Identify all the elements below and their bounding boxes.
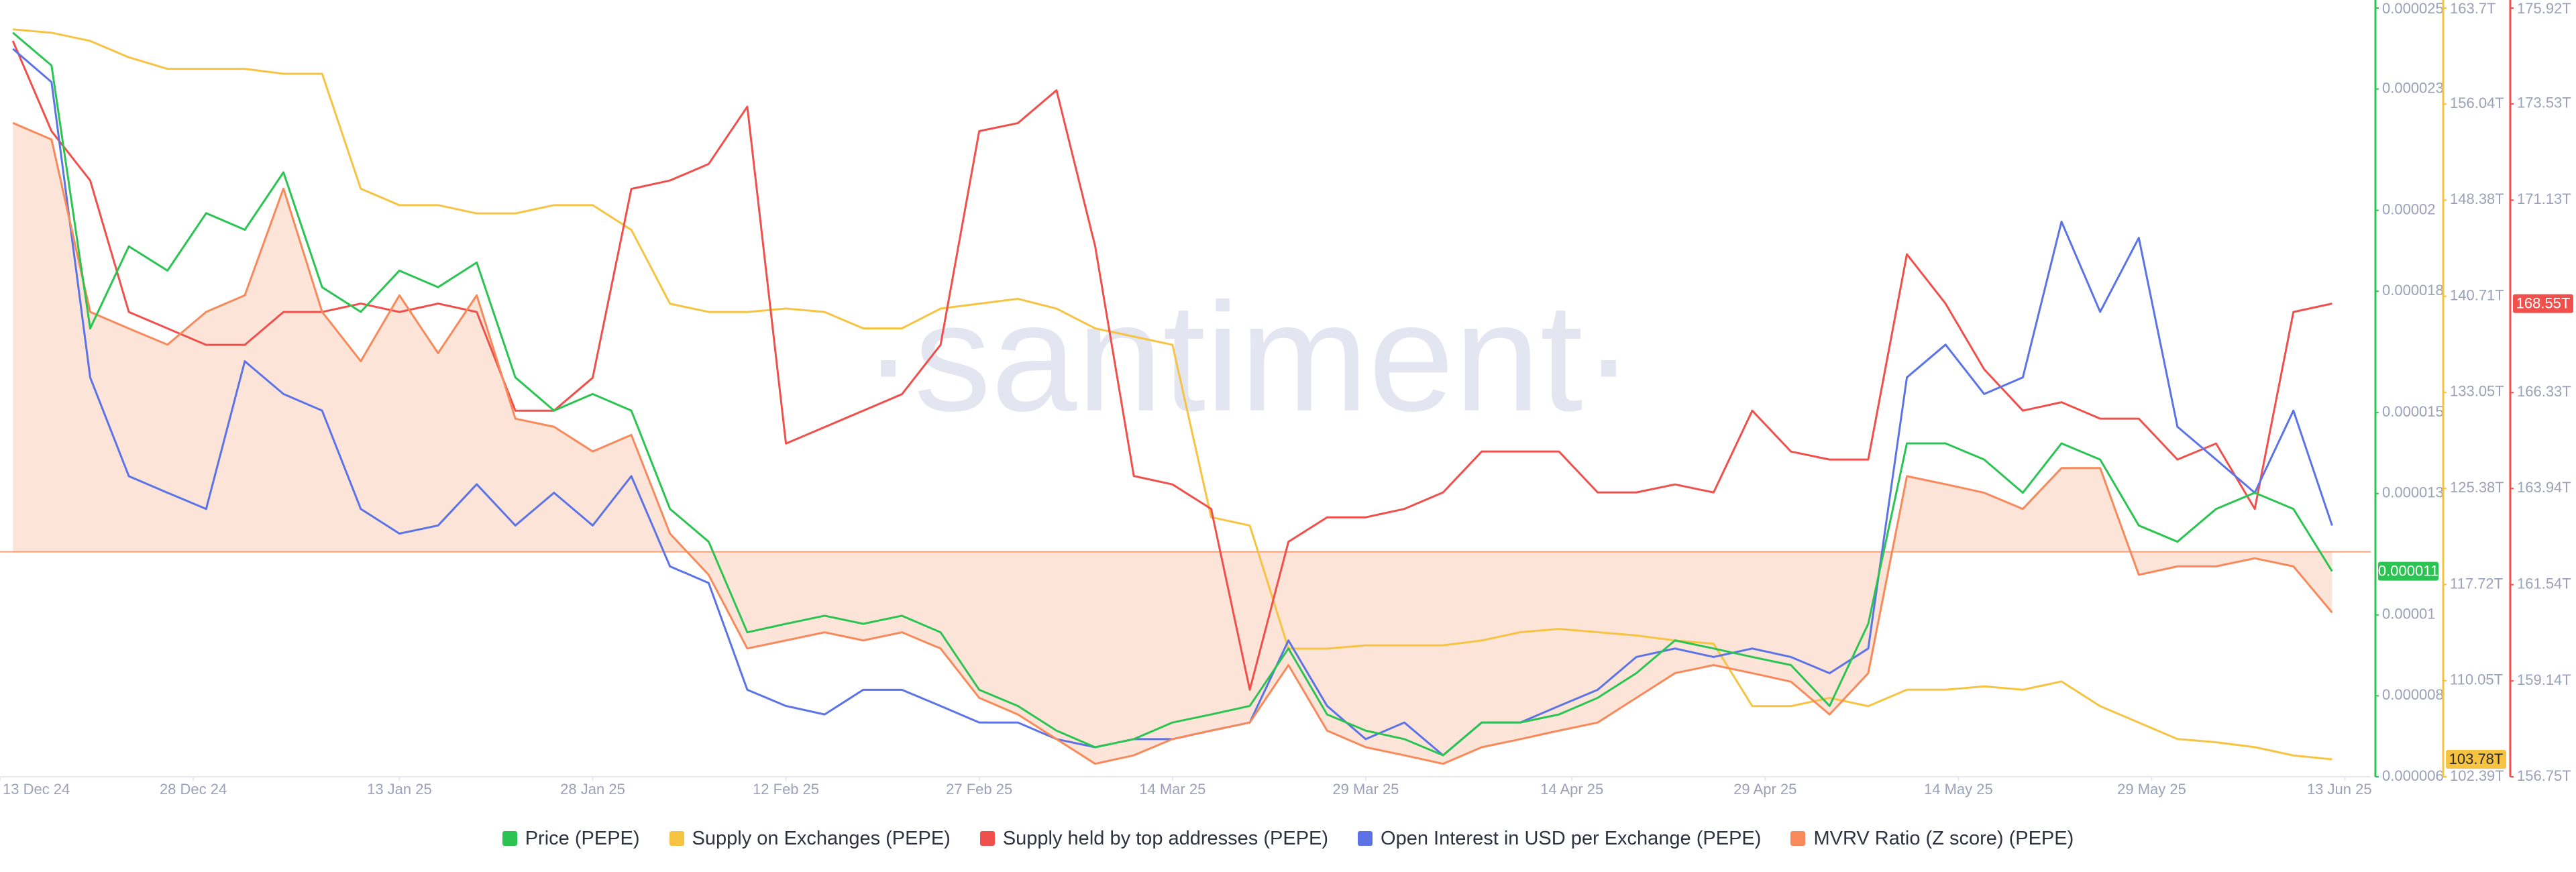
x-tick-label: 29 Apr 25 <box>1733 781 1796 798</box>
x-tick-label: 14 Apr 25 <box>1540 781 1603 798</box>
series-line <box>13 28 2332 761</box>
legend: Price (PEPE) Supply on Exchanges (PEPE) Su… <box>0 820 2576 857</box>
x-tick-label: 13 Jun 25 <box>2307 781 2372 798</box>
y-tick-label: 0.000008 <box>2382 686 2444 703</box>
y-tick-label: 156.75T <box>2517 767 2571 784</box>
legend-swatch <box>502 831 517 846</box>
y-tick-label: 161.54T <box>2517 575 2571 592</box>
y-tick-label: 140.71T <box>2450 287 2504 304</box>
y-tick-label: 125.38T <box>2450 479 2504 496</box>
series-line <box>12 32 2333 757</box>
y-tick-label: 148.38T <box>2450 190 2504 207</box>
y-tick-label: 133.05T <box>2450 383 2504 400</box>
legend-item[interactable]: Supply on Exchanges (PEPE) <box>669 828 951 850</box>
x-tick-label: 14 Mar 25 <box>1139 781 1205 798</box>
legend-item[interactable]: MVRV Ratio (Z score) (PEPE) <box>1790 828 2074 850</box>
y-tick-label: 171.13T <box>2517 190 2571 207</box>
x-tick-label: 12 Feb 25 <box>753 781 819 798</box>
legend-item[interactable]: Price (PEPE) <box>502 828 640 850</box>
y-tick-label: 0.000025 <box>2382 0 2444 17</box>
y-tick-label: 102.39T <box>2450 767 2504 784</box>
y-tick-label: 173.53T <box>2517 95 2571 111</box>
current-value-box <box>2446 750 2506 769</box>
current-value-label: 0.000011 <box>2378 562 2438 579</box>
legend-swatch <box>1358 831 1373 846</box>
legend-label: MVRV Ratio (Z score) (PEPE) <box>1813 827 2074 849</box>
y-tick-label: 0.000023 <box>2382 79 2444 96</box>
legend-item[interactable]: Open Interest in USD per Exchange (PEPE) <box>1358 828 1761 850</box>
x-tick-label: 28 Jan 25 <box>560 781 625 798</box>
legend-swatch <box>979 831 995 846</box>
legend-label: Supply on Exchanges (PEPE) <box>692 827 951 849</box>
current-value-box <box>2378 561 2438 581</box>
x-tick-label: 13 Jan 25 <box>367 781 432 798</box>
y-tick-label: 0.00001 <box>2382 606 2436 622</box>
x-tick-label: 29 Mar 25 <box>1332 781 1399 798</box>
y-tick-label: 163.7T <box>2450 0 2496 17</box>
legend-label: Open Interest in USD per Exchange (PEPE) <box>1381 827 1762 849</box>
current-value-box <box>2513 294 2573 313</box>
y-tick-label: 0.00002 <box>2382 201 2436 217</box>
series-line <box>12 121 2333 765</box>
y-tick-label: 175.92T <box>2517 0 2571 17</box>
y-tick-label: 117.72T <box>2450 575 2503 592</box>
current-value-label: 168.55T <box>2516 294 2571 311</box>
x-tick-label: 29 May 25 <box>2117 781 2186 798</box>
x-tick-label: 27 Feb 25 <box>946 781 1012 798</box>
x-tick-label: 14 May 25 <box>1924 781 1993 798</box>
legend-swatch <box>669 831 684 846</box>
legend-item[interactable]: Supply held by top addresses (PEPE) <box>979 827 1329 850</box>
y-tick-label: 0.000018 <box>2382 282 2444 298</box>
chart: ·santiment· 13 Dec 24 28 Dec 24 13 Jan 25 2… <box>0 0 2573 798</box>
y-tick-label: 0.000013 <box>2382 484 2444 501</box>
legend-label: Price (PEPE) <box>525 827 640 849</box>
y-tick-label: 0.000015 <box>2382 403 2444 420</box>
legend-label: Supply held by top addresses (PEPE) <box>1002 827 1329 849</box>
x-tick-label: 13 Dec 24 <box>3 781 70 798</box>
legend-swatch <box>1790 831 1806 846</box>
current-value-label: 103.78T <box>2449 751 2504 767</box>
x-tick-label: 28 Dec 24 <box>160 781 227 798</box>
y-tick-label: 110.05T <box>2450 671 2503 688</box>
y-tick-label: 0.000006 <box>2382 767 2444 784</box>
y-tick-label: 156.04T <box>2450 95 2504 111</box>
y-tick-label: 166.33T <box>2517 383 2571 400</box>
series-line <box>11 40 2332 691</box>
y-tick-label: 159.14T <box>2517 671 2571 688</box>
area-fill <box>13 123 2332 764</box>
watermark: ·santiment· <box>863 271 1634 443</box>
y-tick-label: 163.94T <box>2517 479 2571 496</box>
